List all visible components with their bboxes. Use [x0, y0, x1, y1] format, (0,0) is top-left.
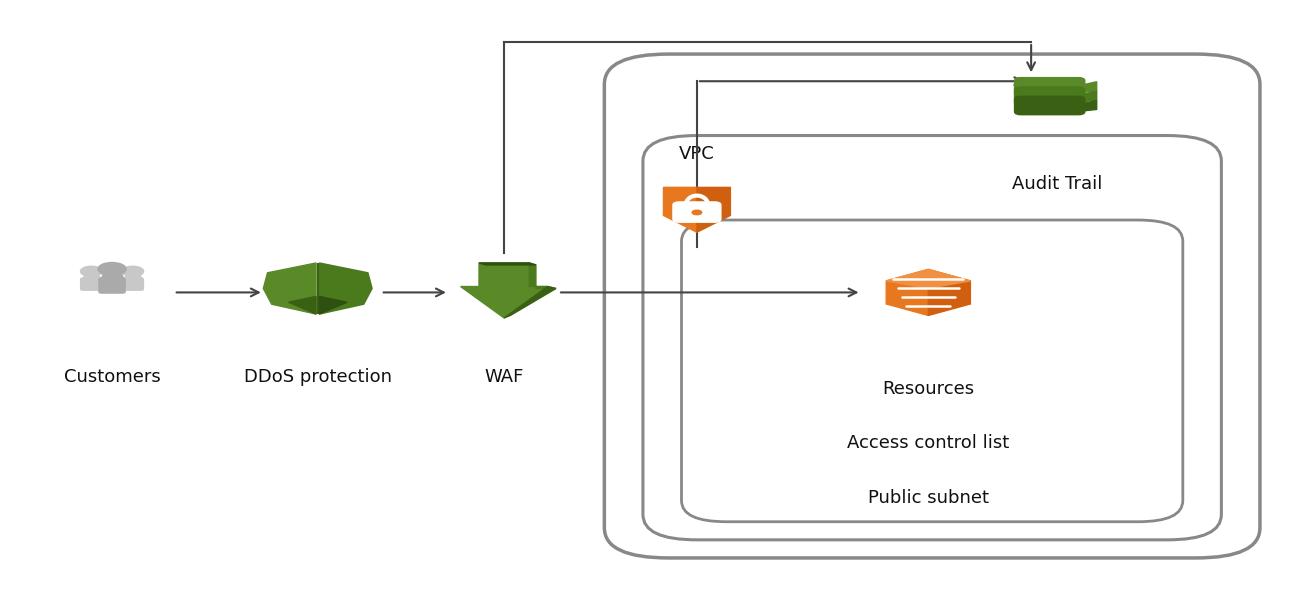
- Polygon shape: [1077, 100, 1096, 111]
- Text: DDoS protection: DDoS protection: [244, 368, 391, 386]
- Polygon shape: [664, 188, 697, 232]
- Text: WAF: WAF: [484, 368, 524, 386]
- Text: Public subnet: Public subnet: [868, 488, 989, 507]
- Polygon shape: [461, 263, 547, 318]
- FancyBboxPatch shape: [673, 202, 720, 222]
- Polygon shape: [529, 263, 556, 289]
- Text: Audit Trail: Audit Trail: [1012, 175, 1103, 193]
- Polygon shape: [697, 188, 731, 232]
- Text: Access control list: Access control list: [847, 434, 1010, 452]
- FancyBboxPatch shape: [682, 220, 1183, 522]
- FancyBboxPatch shape: [1015, 96, 1084, 114]
- FancyBboxPatch shape: [643, 136, 1221, 540]
- Polygon shape: [319, 263, 372, 314]
- Polygon shape: [479, 263, 536, 265]
- FancyBboxPatch shape: [604, 54, 1260, 558]
- Circle shape: [98, 262, 127, 276]
- Circle shape: [80, 266, 102, 276]
- Circle shape: [692, 210, 702, 215]
- FancyBboxPatch shape: [80, 278, 102, 290]
- Polygon shape: [1077, 82, 1096, 93]
- FancyBboxPatch shape: [1015, 87, 1084, 105]
- FancyBboxPatch shape: [99, 278, 125, 293]
- Polygon shape: [319, 297, 347, 314]
- FancyBboxPatch shape: [1015, 77, 1084, 96]
- FancyBboxPatch shape: [121, 278, 143, 290]
- Polygon shape: [1077, 91, 1096, 102]
- Circle shape: [121, 266, 143, 276]
- Polygon shape: [928, 269, 971, 315]
- Polygon shape: [288, 297, 316, 314]
- Polygon shape: [503, 287, 556, 318]
- Polygon shape: [886, 269, 928, 315]
- Polygon shape: [886, 269, 971, 288]
- Text: VPC: VPC: [679, 145, 715, 163]
- Text: Customers: Customers: [63, 368, 160, 386]
- Text: Resources: Resources: [882, 380, 975, 398]
- Polygon shape: [263, 263, 316, 314]
